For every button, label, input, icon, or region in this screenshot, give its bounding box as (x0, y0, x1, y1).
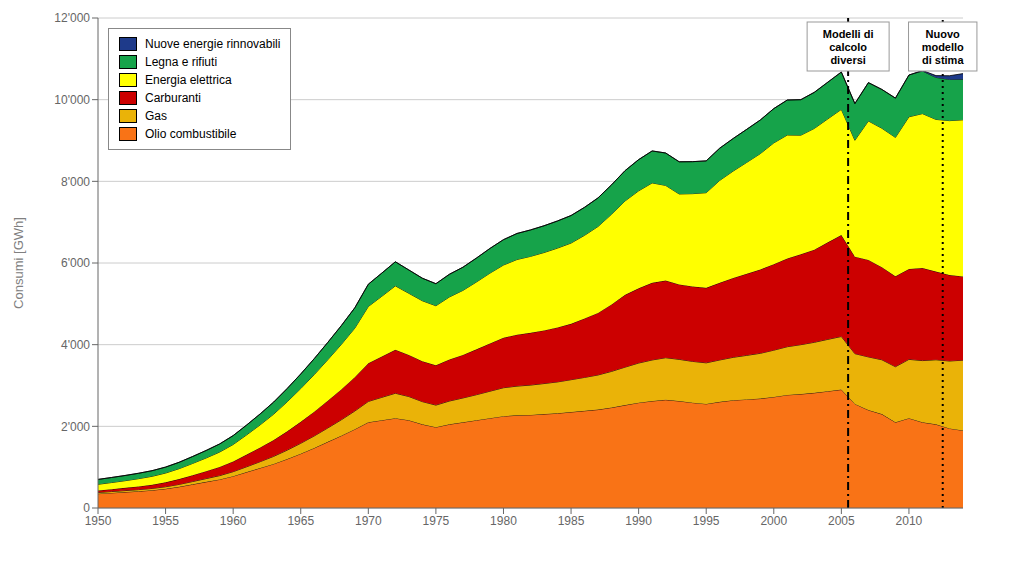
svg-text:Modelli dicalcolodiversi: Modelli dicalcolodiversi (823, 28, 874, 66)
html-text:Carburanti: Carburanti (145, 91, 201, 105)
svg-text:1960: 1960 (220, 514, 247, 528)
svg-text:Consumi [GWh]: Consumi [GWh] (11, 217, 26, 309)
svg-text:8'000: 8'000 (61, 175, 90, 189)
svg-text:2'000: 2'000 (61, 420, 90, 434)
svg-text:2010: 2010 (896, 514, 923, 528)
svg-text:1980: 1980 (490, 514, 517, 528)
svg-text:0: 0 (83, 501, 90, 515)
svg-text:12'000: 12'000 (54, 11, 90, 25)
svg-text:1975: 1975 (423, 514, 450, 528)
html-text:Nuove energie rinnovabili: Nuove energie rinnovabili (145, 37, 281, 51)
svg-text:1965: 1965 (287, 514, 314, 528)
svg-text:1950: 1950 (85, 514, 112, 528)
html-text:Gas: Gas (145, 109, 167, 123)
svg-text:1970: 1970 (355, 514, 382, 528)
html-text:Olio combustibile: Olio combustibile (145, 127, 237, 141)
svg-text:1990: 1990 (625, 514, 652, 528)
html-text:Energia elettrica: Energia elettrica (145, 73, 232, 87)
svg-text:Nuovomodellodi stima: Nuovomodellodi stima (922, 28, 965, 66)
svg-text:2005: 2005 (828, 514, 855, 528)
svg-text:2000: 2000 (760, 514, 787, 528)
svg-text:1955: 1955 (152, 514, 179, 528)
svg-text:4'000: 4'000 (61, 338, 90, 352)
html-text:Legna e rifiuti: Legna e rifiuti (145, 55, 217, 69)
svg-text:6'000: 6'000 (61, 256, 90, 270)
svg-text:1985: 1985 (558, 514, 585, 528)
svg-text:10'000: 10'000 (54, 93, 90, 107)
svg-text:1995: 1995 (693, 514, 720, 528)
